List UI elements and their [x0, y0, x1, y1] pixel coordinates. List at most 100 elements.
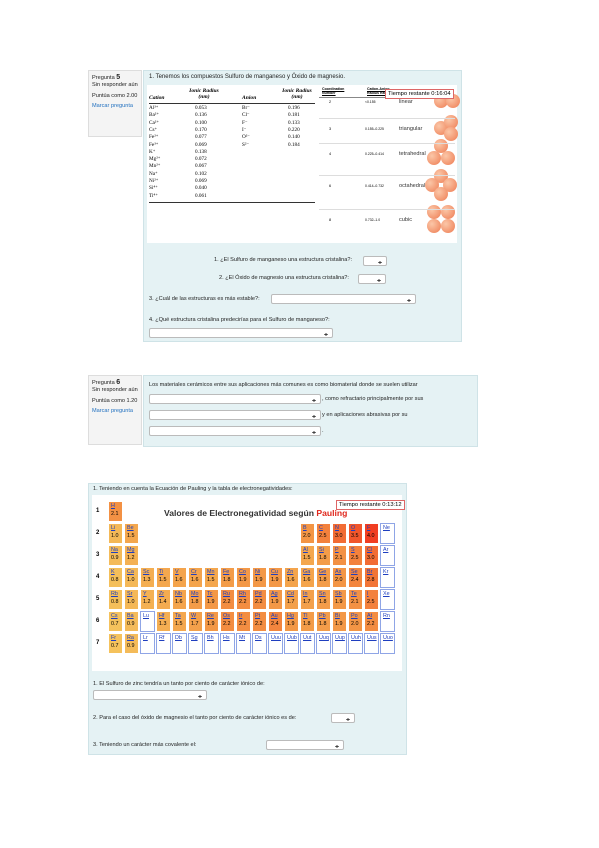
flag-link[interactable]: Marcar pregunta — [92, 103, 134, 109]
element-symbol[interactable]: Xe — [383, 591, 390, 597]
dropdown[interactable] — [93, 690, 207, 700]
element-symbol[interactable]: Co — [239, 569, 246, 575]
element-symbol[interactable]: Bi — [335, 613, 340, 619]
element-symbol[interactable]: W — [191, 613, 197, 619]
element-symbol[interactable]: Hg — [287, 613, 294, 619]
element-symbol[interactable]: Cr — [191, 569, 197, 575]
element-symbol[interactable]: Rb — [111, 591, 118, 597]
element-symbol[interactable]: As — [335, 569, 342, 575]
element-symbol[interactable]: Sr — [127, 591, 133, 597]
element-symbol[interactable]: Lr — [143, 635, 148, 641]
element-symbol[interactable]: Pd — [255, 591, 262, 597]
element-symbol[interactable]: Uut — [303, 635, 312, 641]
element-symbol[interactable]: Zr — [159, 591, 165, 597]
element-symbol[interactable]: Se — [351, 569, 358, 575]
element-symbol[interactable]: Ds — [255, 635, 262, 641]
element-symbol[interactable]: O — [351, 525, 356, 531]
element-symbol[interactable]: Rh — [239, 591, 246, 597]
element-symbol[interactable]: Lu — [143, 613, 149, 619]
element-symbol[interactable]: Cs — [111, 613, 118, 619]
dropdown[interactable] — [358, 274, 386, 284]
dropdown[interactable] — [271, 294, 416, 304]
element-symbol[interactable]: Ir — [239, 613, 243, 619]
dropdown[interactable] — [149, 426, 321, 436]
element-symbol[interactable]: Sb — [335, 591, 342, 597]
element-symbol[interactable]: Rf — [159, 635, 165, 641]
element-symbol[interactable]: K — [111, 569, 115, 575]
element-symbol[interactable]: At — [367, 613, 373, 619]
element-symbol[interactable]: Mt — [239, 635, 245, 641]
dropdown[interactable] — [149, 394, 321, 404]
element-symbol[interactable]: Al — [303, 547, 308, 553]
element-symbol[interactable]: P — [335, 547, 339, 553]
dropdown[interactable] — [266, 740, 344, 750]
dropdown[interactable] — [149, 410, 321, 420]
element-symbol[interactable]: Sc — [143, 569, 150, 575]
dropdown[interactable] — [331, 713, 355, 723]
element-symbol[interactable]: Kr — [383, 569, 389, 575]
element-symbol[interactable]: Ra — [127, 635, 134, 641]
element-symbol[interactable]: Cl — [367, 547, 373, 553]
element-symbol[interactable]: Db — [175, 635, 182, 641]
element-symbol[interactable]: Zn — [287, 569, 294, 575]
element-symbol[interactable]: Cd — [287, 591, 294, 597]
element-symbol[interactable]: Hf — [159, 613, 165, 619]
element-symbol[interactable]: Pt — [255, 613, 261, 619]
element-symbol[interactable]: Po — [351, 613, 358, 619]
element-symbol[interactable]: Bh — [207, 635, 214, 641]
element-symbol[interactable]: Mn — [207, 569, 215, 575]
element-symbol[interactable]: Sg — [191, 635, 198, 641]
element-symbol[interactable]: Na — [111, 547, 118, 553]
element-symbol[interactable]: Br — [367, 569, 373, 575]
element-symbol[interactable]: Tl — [303, 613, 308, 619]
element-symbol[interactable]: Ba — [127, 613, 134, 619]
element-symbol[interactable]: Rn — [383, 613, 390, 619]
element-symbol[interactable]: Mo — [191, 591, 199, 597]
element-symbol[interactable]: Ru — [223, 591, 230, 597]
element-symbol[interactable]: Ti — [159, 569, 164, 575]
element-symbol[interactable]: V — [175, 569, 179, 575]
element-symbol[interactable]: Ag — [271, 591, 278, 597]
element-symbol[interactable]: Ar — [383, 547, 389, 553]
element-symbol[interactable]: S — [351, 547, 355, 553]
element-symbol[interactable]: N — [335, 525, 339, 531]
element-symbol[interactable]: B — [303, 525, 307, 531]
element-symbol[interactable]: Be — [127, 525, 134, 531]
element-symbol[interactable]: In — [303, 591, 308, 597]
element-symbol[interactable]: Re — [207, 613, 214, 619]
element-symbol[interactable]: Ni — [255, 569, 261, 575]
flag-link[interactable]: Marcar pregunta — [92, 408, 134, 414]
element-symbol[interactable]: Pb — [319, 613, 326, 619]
element-symbol[interactable]: H — [111, 503, 115, 509]
element-symbol[interactable]: Ga — [303, 569, 311, 575]
element-symbol[interactable]: Uuu — [271, 635, 281, 641]
element-symbol[interactable]: F — [367, 525, 371, 531]
element-symbol[interactable]: Ge — [319, 569, 327, 575]
element-symbol[interactable]: Ta — [175, 613, 181, 619]
element-symbol[interactable]: Si — [319, 547, 324, 553]
element-symbol[interactable]: Uup — [335, 635, 345, 641]
element-symbol[interactable]: Te — [351, 591, 357, 597]
dropdown[interactable] — [363, 256, 387, 266]
element-symbol[interactable]: Uub — [287, 635, 297, 641]
element-symbol[interactable]: Uuq — [319, 635, 329, 641]
element-symbol[interactable]: Sn — [319, 591, 326, 597]
element-symbol[interactable]: Y — [143, 591, 147, 597]
element-symbol[interactable]: I — [367, 591, 369, 597]
element-symbol[interactable]: Li — [111, 525, 116, 531]
element-symbol[interactable]: C — [319, 525, 323, 531]
element-symbol[interactable]: Ca — [127, 569, 134, 575]
element-symbol[interactable]: Hs — [223, 635, 230, 641]
element-symbol[interactable]: Fe — [223, 569, 230, 575]
element-symbol[interactable]: Mg — [127, 547, 135, 553]
element-symbol[interactable]: Uuo — [383, 635, 393, 641]
element-symbol[interactable]: Ne — [383, 525, 390, 531]
element-symbol[interactable]: Fr — [111, 635, 117, 641]
element-symbol[interactable]: Uus — [367, 635, 377, 641]
dropdown[interactable] — [149, 328, 333, 338]
element-symbol[interactable]: Cu — [271, 569, 278, 575]
element-symbol[interactable]: Tc — [207, 591, 213, 597]
element-symbol[interactable]: Nb — [175, 591, 182, 597]
element-symbol[interactable]: Uuh — [351, 635, 361, 641]
element-symbol[interactable]: Os — [223, 613, 230, 619]
